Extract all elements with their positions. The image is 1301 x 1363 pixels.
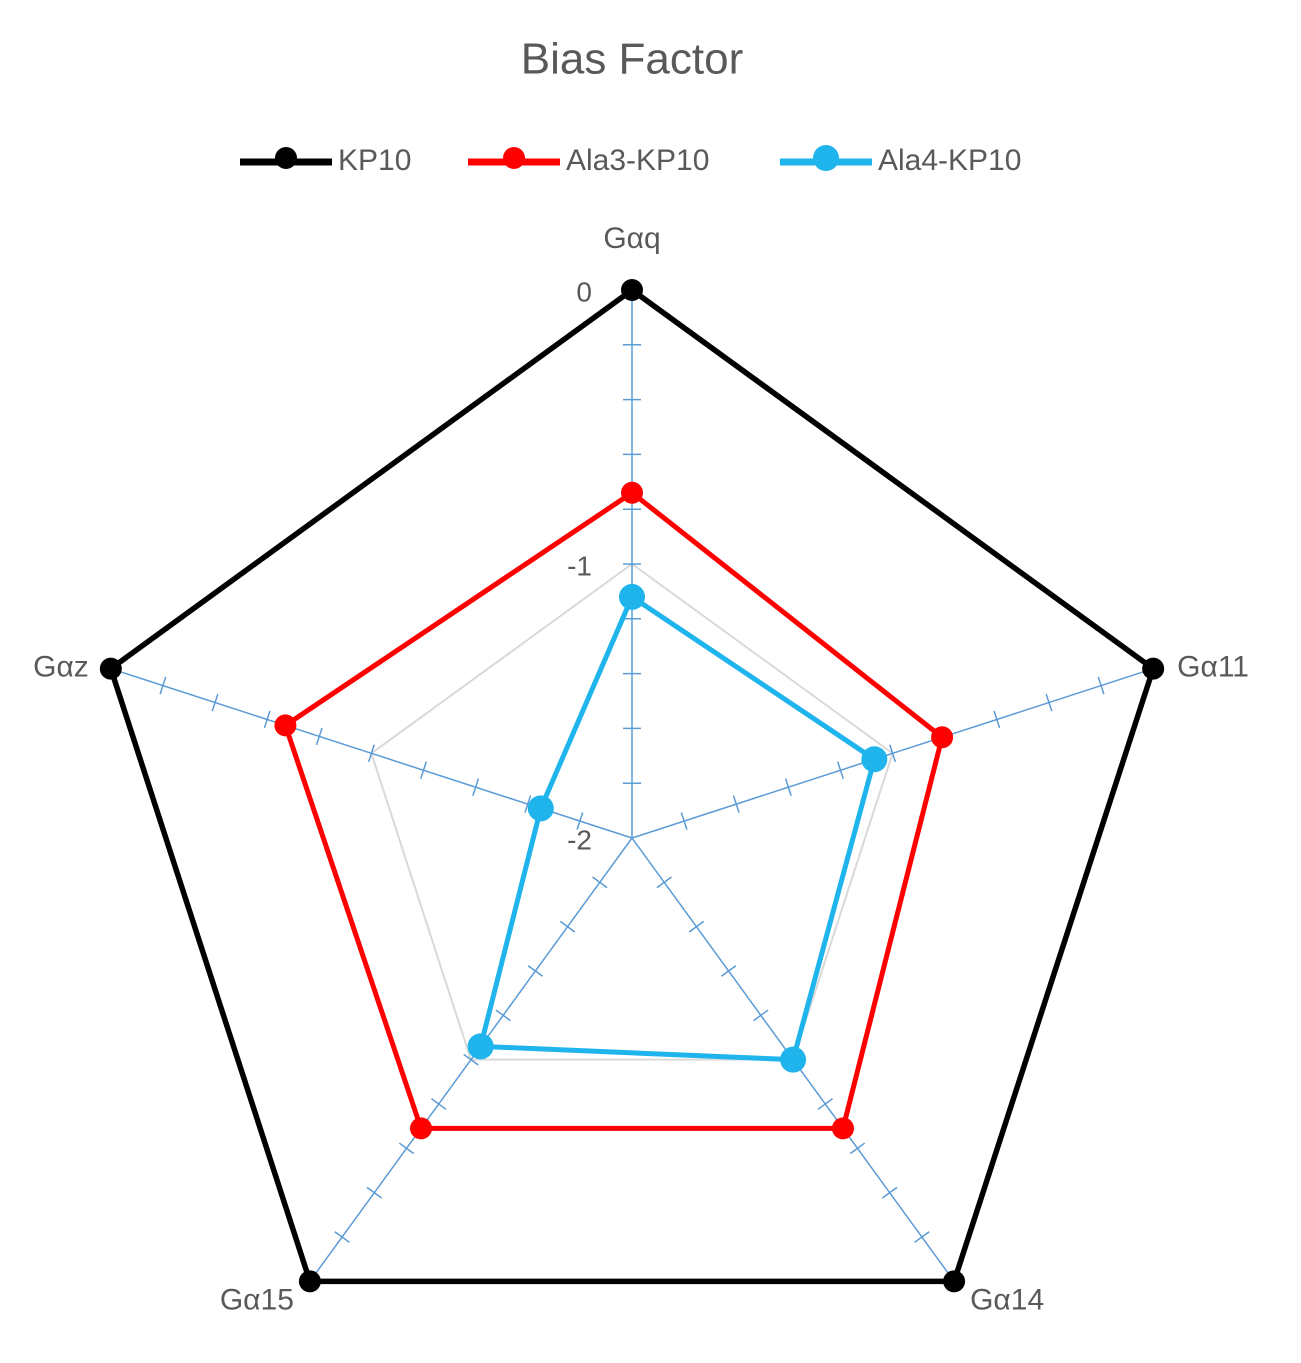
axis-tick	[398, 1142, 415, 1155]
series-line	[107, 286, 1157, 1285]
axis-tick	[334, 1231, 350, 1243]
series-line	[477, 593, 878, 1063]
axis-tick	[817, 1098, 833, 1110]
axis-tick	[849, 1142, 866, 1155]
y-tick-label: -1	[567, 550, 592, 581]
legend-label: KP10	[338, 144, 411, 177]
axis-tick	[680, 812, 688, 830]
data-point	[527, 795, 554, 822]
axis-tick	[495, 1009, 511, 1022]
axis-tick	[836, 761, 844, 780]
data-point	[274, 714, 297, 737]
data-point	[619, 583, 645, 610]
data-point	[861, 746, 888, 773]
axis-tick	[431, 1098, 447, 1110]
axis-tick	[688, 920, 705, 933]
grid-line	[370, 562, 894, 1061]
axis-tick	[784, 778, 792, 796]
axis-tick	[263, 710, 271, 729]
axis-tick	[753, 1009, 769, 1022]
legend-label: Ala4-KP10	[878, 144, 1021, 177]
axis-tick	[211, 693, 219, 712]
data-point	[943, 1270, 966, 1293]
legend-marker	[813, 145, 839, 171]
category-label: Gα11	[1177, 651, 1249, 684]
axis-tick	[914, 1231, 930, 1243]
data-point	[1142, 657, 1165, 680]
legend-marker	[275, 147, 297, 169]
data-point	[410, 1117, 433, 1140]
axis-tick	[367, 744, 375, 763]
axis-tick	[720, 965, 737, 977]
axis-tick	[732, 795, 740, 813]
data-point	[298, 1270, 321, 1293]
axis-tick	[315, 727, 323, 746]
y-tick-label: 0	[576, 276, 592, 307]
y-tick-label: -2	[567, 824, 592, 855]
category-label: Gαq	[603, 222, 660, 255]
legend-marker	[503, 147, 525, 169]
series-line	[282, 489, 945, 1131]
axis-tick	[524, 795, 532, 813]
axis-tick	[656, 876, 672, 889]
axis-tick	[159, 676, 167, 695]
axis-tick	[881, 1186, 898, 1199]
legend-label: Ala3-KP10	[566, 144, 709, 177]
data-point	[621, 481, 643, 504]
data-point	[931, 726, 954, 749]
axis-tick	[420, 761, 428, 780]
category-label: Gαz	[33, 651, 89, 684]
axis-tick	[1097, 676, 1105, 695]
axis-tick	[463, 1053, 479, 1066]
data-point	[831, 1117, 854, 1140]
axis-tick	[559, 920, 576, 933]
axis-tick	[889, 744, 897, 763]
data-point	[621, 279, 643, 301]
axis-tick	[993, 710, 1001, 729]
data-point	[467, 1033, 494, 1060]
axis-tick	[576, 812, 584, 830]
axis-tick	[366, 1186, 383, 1199]
data-point	[99, 657, 122, 680]
data-point	[780, 1046, 807, 1073]
chart-title: Bias Factor	[521, 35, 744, 84]
axis-tick	[472, 778, 480, 796]
category-label: Gα14	[970, 1283, 1044, 1316]
axis-tick	[1045, 693, 1053, 712]
axis-tick	[527, 965, 544, 977]
axis-tick	[592, 876, 608, 889]
category-label: Gα15	[220, 1283, 294, 1316]
